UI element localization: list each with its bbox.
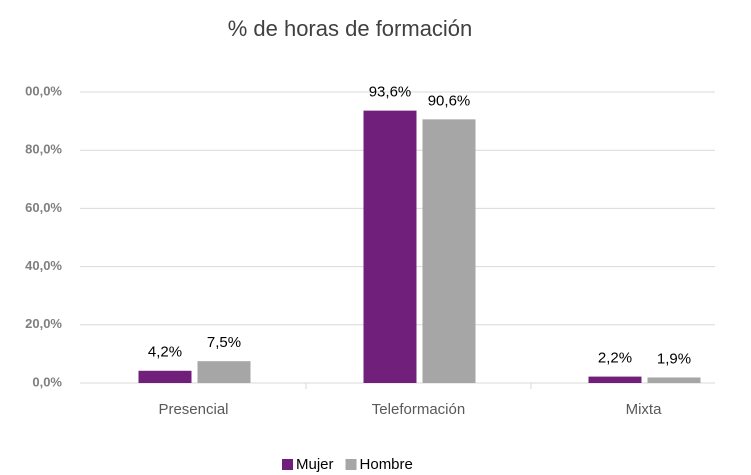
bar xyxy=(422,119,476,383)
chart-title: % de horas de formación xyxy=(228,16,473,41)
bar xyxy=(138,370,192,383)
legend-swatch xyxy=(282,459,293,470)
y-tick-label: 20,0% xyxy=(25,316,62,331)
x-tick-label: Mixta xyxy=(626,401,662,418)
y-tick-label: 0,0% xyxy=(32,374,62,389)
legend-swatch xyxy=(345,459,357,470)
bar xyxy=(647,377,701,383)
data-label: 2,2% xyxy=(598,350,632,367)
data-label: 93,6% xyxy=(369,84,412,101)
bar xyxy=(363,110,417,384)
x-tick-label: Teleformación xyxy=(372,401,465,418)
bar xyxy=(197,361,251,383)
legend-label: Hombre xyxy=(360,456,413,473)
y-tick-label: 00,0% xyxy=(25,83,62,98)
data-label: 7,5% xyxy=(207,334,241,351)
data-label: 90,6% xyxy=(428,92,471,109)
y-tick-label: 40,0% xyxy=(25,258,62,273)
bar xyxy=(588,376,642,383)
x-tick-label: Presencial xyxy=(158,401,228,418)
y-tick-label: 80,0% xyxy=(25,142,62,157)
y-tick-label: 60,0% xyxy=(25,200,62,215)
data-label: 4,2% xyxy=(148,344,182,361)
legend-label: Mujer xyxy=(296,456,334,473)
data-label: 1,9% xyxy=(657,350,691,367)
